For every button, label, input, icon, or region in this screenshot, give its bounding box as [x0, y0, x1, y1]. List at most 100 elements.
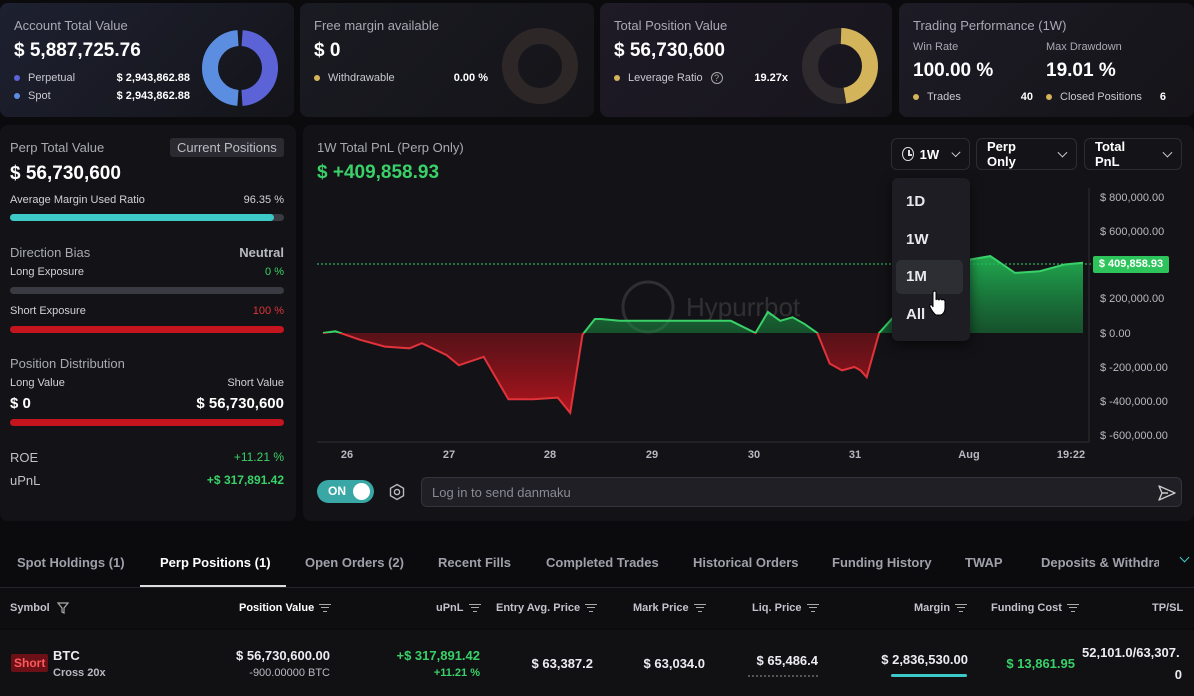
long-exposure-value: 0 % — [265, 266, 284, 278]
position-value-cell: $ 56,730,600.00 — [236, 648, 330, 663]
closed-positions-row: Closed Positions 6 — [1046, 91, 1166, 103]
entry-price-cell: $ 63,387.2 — [531, 656, 593, 671]
trades-row: Trades 40 — [913, 91, 1033, 103]
sort-icon[interactable] — [806, 604, 819, 613]
roe-value: +11.21 % — [233, 450, 284, 464]
liq-price-cell: $ 65,486.4 — [756, 653, 818, 668]
distribution-bar — [10, 419, 284, 426]
leverage-value: 19.27x — [754, 72, 788, 84]
col-liq-price[interactable]: Liq. Price — [752, 602, 819, 614]
col-symbol[interactable]: Symbol — [10, 602, 70, 615]
range-option-1m[interactable]: 1M — [896, 260, 963, 294]
upnl-value: +$ 317,891.42 — [206, 473, 284, 487]
tab-7[interactable]: Funding History — [832, 555, 932, 570]
mark-price-cell: $ 63,034.0 — [643, 656, 705, 671]
withdrawable-label: Withdrawable — [328, 72, 395, 84]
free-margin-value: $ 0 — [314, 40, 341, 61]
tab-9[interactable]: Deposits & Withdraw — [1041, 555, 1159, 570]
sort-icon[interactable] — [468, 604, 481, 613]
y-tick-label: $ -600,000.00 — [1100, 430, 1168, 442]
range-option-1d[interactable]: 1D — [906, 193, 926, 210]
range-option-1w[interactable]: 1W — [906, 231, 929, 248]
perp-total-value: $ 56,730,600 — [10, 163, 121, 184]
trading-performance-card: Trading Performance (1W) Win Rate 100.00… — [899, 3, 1194, 117]
leverage-dot — [614, 75, 620, 82]
tab-3[interactable]: Open Orders (2) — [305, 555, 404, 570]
closed-positions-dot — [1046, 94, 1052, 101]
perp-total-label: Perp Total Value — [10, 140, 105, 155]
max-drawdown-label: Max Drawdown — [1046, 41, 1122, 53]
long-exposure-bar — [10, 287, 284, 294]
account-donut — [202, 30, 278, 106]
settings-icon[interactable] — [388, 483, 406, 501]
danmaku-toggle[interactable]: ON — [317, 480, 374, 503]
x-tick-label: 26 — [341, 449, 353, 461]
col-upnl[interactable]: uPnL — [436, 602, 481, 614]
tab-4[interactable]: Recent Fills — [438, 555, 511, 570]
x-tick-label: Aug — [958, 449, 979, 461]
closed-positions-value: 6 — [1159, 91, 1166, 103]
col-mark-price[interactable]: Mark Price — [633, 602, 706, 614]
position-distribution-label: Position Distribution — [10, 356, 125, 371]
table-row[interactable] — [0, 630, 1194, 696]
chevron-down-icon — [951, 147, 961, 157]
sort-icon[interactable] — [693, 604, 706, 613]
danmaku-input[interactable]: Log in to send danmaku — [421, 477, 1182, 507]
scope-dropdown[interactable]: Perp Only — [976, 138, 1077, 170]
pnl-chart: Hypurrbot $ 800,000.00 $ 600,000.00 $ 200,… — [317, 188, 1168, 461]
filter-icon[interactable] — [56, 602, 70, 615]
negative-area — [323, 333, 1083, 413]
chart-title: 1W Total PnL (Perp Only) — [317, 140, 464, 155]
range-menu: 1D 1W 1M All — [892, 178, 970, 341]
col-funding-cost[interactable]: Funding Cost — [991, 602, 1079, 614]
short-exposure-label: Short Exposure — [10, 305, 86, 317]
chevron-down-icon — [1057, 147, 1068, 157]
range-dropdown[interactable]: 1W — [891, 138, 970, 170]
trades-dot — [913, 94, 919, 101]
sort-icon[interactable] — [319, 604, 332, 613]
position-size-cell: -900.00000 BTC — [249, 667, 330, 679]
send-icon[interactable] — [1157, 483, 1177, 503]
tab-6[interactable]: Historical Orders — [693, 555, 799, 570]
sort-icon[interactable] — [955, 604, 968, 613]
pnl-line-negative — [323, 333, 881, 416]
tpsl-cell-line1[interactable]: 52,101.0/63,307. — [1082, 645, 1180, 660]
symbol[interactable]: BTC — [53, 648, 80, 663]
win-rate-label: Win Rate — [913, 41, 959, 53]
spot-row: Spot $ 2,943,862.88 — [14, 90, 190, 102]
active-tab-underline — [140, 585, 286, 587]
tpsl-cell-line2: 0 — [1174, 667, 1182, 682]
help-icon[interactable]: ? — [710, 72, 723, 84]
chart-pnl-value: $ +409,858.93 — [317, 162, 440, 183]
sort-icon[interactable] — [1066, 604, 1079, 613]
range-option-all[interactable]: All — [906, 306, 926, 323]
tab-5[interactable]: Completed Trades — [546, 555, 659, 570]
performance-label: Trading Performance (1W) — [913, 18, 1067, 33]
tab-2[interactable]: Perp Positions (1) — [160, 555, 271, 570]
perpetual-label: Perpetual — [28, 72, 76, 84]
short-exposure-value: 100 % — [252, 305, 284, 317]
metric-dropdown[interactable]: Total PnL — [1084, 138, 1182, 170]
col-entry-price[interactable]: Entry Avg. Price — [496, 602, 598, 614]
col-tpsl: TP/SL — [1152, 602, 1184, 614]
x-tick-label: 27 — [443, 449, 455, 461]
upnl-cell: +$ 317,891.42 — [396, 648, 481, 663]
watermark: Hypurrbot — [621, 280, 801, 334]
current-positions-badge[interactable]: Current Positions — [170, 138, 284, 157]
tab-1[interactable]: Spot Holdings (1) — [17, 555, 125, 570]
toggle-knob — [353, 483, 370, 500]
margin-cell: $ 2,836,530.00 — [881, 652, 968, 667]
withdrawable-dot — [314, 75, 320, 82]
x-tick-label: 28 — [544, 449, 556, 461]
x-tick-label: 29 — [646, 449, 658, 461]
col-position-value[interactable]: Position Value — [239, 602, 332, 614]
max-drawdown-value: 19.01 % — [1046, 60, 1116, 81]
tabs-scroll-button[interactable] — [1166, 548, 1194, 582]
sort-icon[interactable] — [585, 604, 598, 613]
win-rate-value: 100.00 % — [913, 60, 994, 81]
margin-ratio-bar — [10, 214, 284, 221]
col-margin[interactable]: Margin — [914, 602, 968, 614]
tab-8[interactable]: TWAP — [965, 555, 1003, 570]
tabs-divider — [0, 587, 1194, 588]
chevron-down-icon — [1162, 147, 1173, 157]
